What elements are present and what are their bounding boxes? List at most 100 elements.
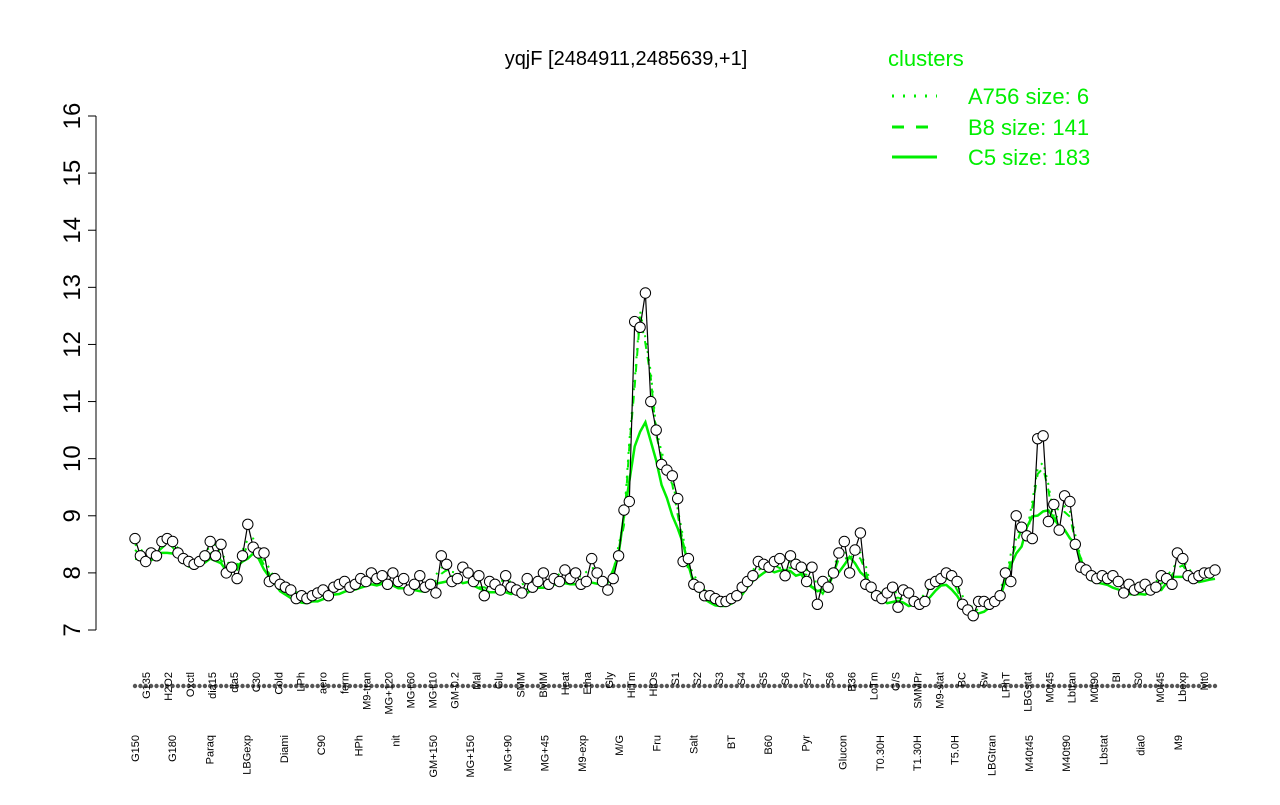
data-point (1010, 510, 1022, 522)
x-tick-label: HPh (353, 735, 365, 756)
legend-label: B8 size: 141 (968, 115, 1089, 140)
category-marker (761, 683, 766, 689)
y-tick-label: 13 (59, 274, 86, 301)
x-tick-label: Glu (494, 672, 506, 689)
category-marker (928, 683, 933, 689)
data-point (242, 518, 254, 530)
category-marker (664, 683, 670, 689)
category-marker (949, 683, 954, 689)
category-marker (218, 683, 224, 689)
data-point (478, 590, 490, 602)
category-marker (406, 683, 412, 689)
data-point (376, 570, 388, 582)
category-marker (782, 683, 788, 689)
category-marker (997, 683, 1003, 689)
trend-line-a756 (134, 310, 1216, 609)
category-marker (191, 683, 197, 689)
x-tick-label: B60 (763, 735, 775, 755)
data-point (1042, 515, 1055, 528)
data-point (650, 424, 662, 436)
data-point (1112, 575, 1125, 588)
x-tick-label: G/S (890, 672, 902, 691)
data-point (435, 550, 447, 562)
legend-title: clusters (888, 46, 964, 71)
x-tick-label: M0t90 (1089, 672, 1101, 703)
category-marker (874, 683, 879, 689)
category-marker (863, 683, 868, 689)
category-marker (1105, 683, 1110, 689)
data-point (618, 504, 630, 516)
data-point (569, 567, 582, 579)
data-point (892, 601, 904, 613)
category-marker (202, 683, 208, 689)
category-marker (589, 683, 594, 689)
data-point (580, 575, 592, 588)
data-point (806, 561, 818, 573)
category-marker (1142, 683, 1148, 689)
data-point (779, 570, 791, 582)
trend-line-b8 (134, 316, 1216, 615)
data-point (559, 564, 571, 576)
data-point (236, 550, 249, 562)
category-marker (1110, 683, 1116, 689)
category-marker (1207, 683, 1212, 689)
x-tick-label: nit (391, 735, 403, 747)
x-tick-label: MG+120 (384, 672, 396, 715)
x-tick-label: S4 (736, 672, 748, 685)
category-marker (852, 683, 858, 689)
category-marker (374, 683, 379, 689)
data-point (591, 567, 603, 579)
x-tick-label: Lbexp (1177, 672, 1189, 702)
category-marker (417, 683, 422, 689)
category-marker (659, 683, 664, 689)
x-tick-label: S2 (692, 672, 704, 685)
x-tick-label: aero (317, 672, 329, 694)
category-marker (600, 683, 605, 689)
category-marker (740, 683, 745, 689)
category-marker (1094, 683, 1100, 689)
x-tick-label: dia15 (207, 672, 219, 699)
x-tick-label: S6 (824, 672, 836, 685)
category-marker (804, 683, 809, 689)
category-marker (482, 683, 487, 689)
data-point (1037, 430, 1049, 442)
category-marker (358, 683, 363, 689)
category-marker (444, 683, 449, 689)
category-marker (337, 683, 342, 689)
x-tick-label: LoTm (868, 672, 880, 700)
category-marker (310, 683, 315, 689)
data-point (285, 584, 297, 596)
x-tick-label: M40t90 (1061, 735, 1073, 772)
category-marker (535, 683, 541, 689)
category-marker (132, 683, 138, 689)
data-point (1026, 532, 1039, 545)
data-point (822, 581, 834, 593)
data-point (1177, 552, 1189, 565)
data-point (843, 567, 856, 579)
data-point (204, 535, 216, 548)
x-tick-label: T0.30H (875, 735, 887, 771)
data-point (774, 552, 786, 565)
category-marker (680, 683, 686, 689)
category-marker (954, 683, 960, 689)
data-point (430, 587, 442, 599)
data-point (623, 495, 635, 508)
category-marker (981, 683, 987, 689)
category-marker (1212, 683, 1218, 689)
data-point (226, 561, 238, 573)
category-marker (234, 683, 240, 689)
data-point (199, 550, 211, 562)
category-marker (885, 683, 890, 689)
y-tick-label: 14 (59, 217, 86, 244)
x-tick-label: H2O2 (163, 672, 175, 701)
category-marker (288, 683, 293, 689)
category-marker (508, 683, 514, 689)
x-tick-label: T5.0H (949, 735, 961, 765)
category-marker (917, 683, 922, 689)
x-tick-label: BT (726, 735, 738, 749)
category-marker (487, 683, 492, 689)
x-tick-label: Mal (472, 672, 484, 690)
x-tick-label: C90 (316, 735, 328, 755)
category-marker (756, 683, 761, 689)
